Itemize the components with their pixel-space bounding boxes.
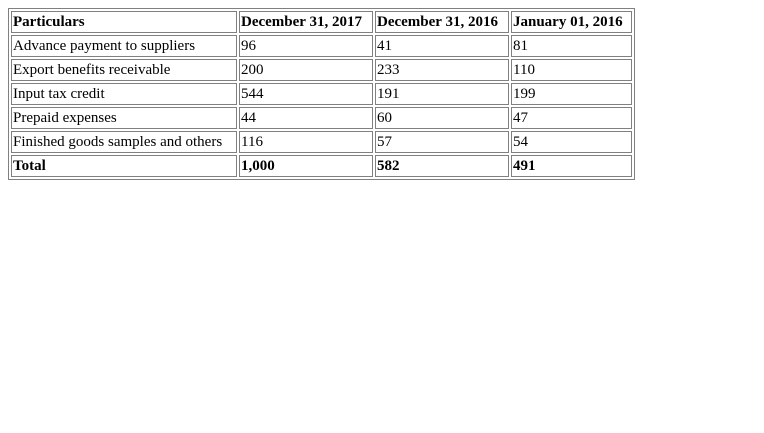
header-particulars: Particulars — [11, 11, 237, 33]
total-value: 1,000 — [239, 155, 373, 177]
table-row: Finished goods samples and others 116 57… — [11, 131, 632, 153]
row-label: Export benefits receivable — [11, 59, 237, 81]
header-dec-31-2017: December 31, 2017 — [239, 11, 373, 33]
cell-value: 544 — [239, 83, 373, 105]
cell-value: 81 — [511, 35, 632, 57]
table-row: Prepaid expenses 44 60 47 — [11, 107, 632, 129]
cell-value: 47 — [511, 107, 632, 129]
table-row: Advance payment to suppliers 96 41 81 — [11, 35, 632, 57]
cell-value: 116 — [239, 131, 373, 153]
table-row: Export benefits receivable 200 233 110 — [11, 59, 632, 81]
cell-value: 57 — [375, 131, 509, 153]
total-value: 582 — [375, 155, 509, 177]
row-label: Finished goods samples and others — [11, 131, 237, 153]
table-row: Input tax credit 544 191 199 — [11, 83, 632, 105]
total-value: 491 — [511, 155, 632, 177]
cell-value: 110 — [511, 59, 632, 81]
row-label: Advance payment to suppliers — [11, 35, 237, 57]
row-label: Input tax credit — [11, 83, 237, 105]
cell-value: 233 — [375, 59, 509, 81]
header-jan-01-2016: January 01, 2016 — [511, 11, 632, 33]
cell-value: 60 — [375, 107, 509, 129]
row-label: Prepaid expenses — [11, 107, 237, 129]
table-total-row: Total 1,000 582 491 — [11, 155, 632, 177]
cell-value: 41 — [375, 35, 509, 57]
table-header-row: Particulars December 31, 2017 December 3… — [11, 11, 632, 33]
financial-table: Particulars December 31, 2017 December 3… — [8, 8, 635, 180]
header-dec-31-2016: December 31, 2016 — [375, 11, 509, 33]
total-label: Total — [11, 155, 237, 177]
cell-value: 54 — [511, 131, 632, 153]
cell-value: 44 — [239, 107, 373, 129]
cell-value: 191 — [375, 83, 509, 105]
cell-value: 200 — [239, 59, 373, 81]
cell-value: 96 — [239, 35, 373, 57]
cell-value: 199 — [511, 83, 632, 105]
